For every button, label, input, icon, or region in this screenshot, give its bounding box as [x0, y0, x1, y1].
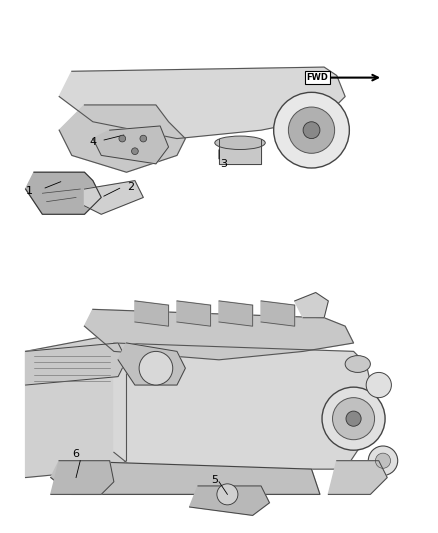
Circle shape [139, 351, 173, 385]
Polygon shape [177, 301, 211, 326]
Polygon shape [25, 335, 127, 478]
Circle shape [368, 446, 398, 475]
Ellipse shape [215, 136, 265, 150]
Circle shape [288, 107, 335, 154]
Polygon shape [85, 309, 353, 360]
Polygon shape [59, 67, 345, 139]
Circle shape [332, 398, 374, 440]
Text: 6: 6 [73, 449, 80, 459]
Polygon shape [219, 301, 253, 326]
Circle shape [140, 135, 147, 142]
Text: 2: 2 [127, 182, 134, 192]
Circle shape [303, 122, 320, 139]
Circle shape [346, 411, 361, 426]
Circle shape [366, 373, 392, 398]
Text: 3: 3 [220, 159, 227, 169]
Polygon shape [25, 172, 101, 214]
Polygon shape [261, 301, 295, 326]
Circle shape [322, 387, 385, 450]
Polygon shape [328, 461, 387, 495]
Text: 4: 4 [89, 137, 96, 147]
Text: 5: 5 [211, 475, 218, 484]
Circle shape [217, 484, 238, 505]
Polygon shape [51, 461, 320, 495]
Polygon shape [295, 293, 328, 318]
Polygon shape [118, 343, 185, 385]
Circle shape [375, 453, 391, 469]
Circle shape [119, 135, 126, 142]
Polygon shape [59, 105, 185, 172]
Text: FWD: FWD [307, 73, 328, 82]
Circle shape [274, 92, 350, 168]
Polygon shape [219, 139, 261, 164]
Text: 1: 1 [26, 186, 33, 196]
Polygon shape [25, 343, 127, 385]
Polygon shape [114, 343, 379, 469]
Ellipse shape [345, 356, 371, 373]
Polygon shape [135, 301, 169, 326]
Polygon shape [85, 181, 143, 214]
Polygon shape [190, 486, 269, 515]
Polygon shape [51, 461, 114, 495]
Circle shape [131, 148, 138, 155]
Polygon shape [93, 126, 169, 164]
